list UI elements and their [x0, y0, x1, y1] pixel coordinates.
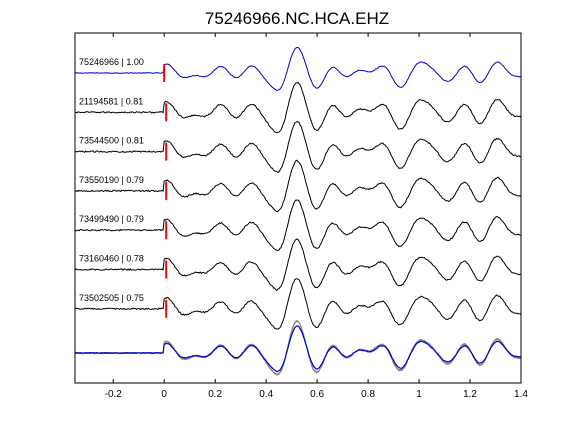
trace-75246966	[74, 47, 522, 92]
overlay-trace-73550190	[74, 320, 522, 376]
trace-label-21194581: 21194581 | 0.81	[79, 96, 143, 106]
overlay-trace-73499490	[74, 320, 522, 375]
trace-73499490	[74, 199, 522, 251]
overlay-trace-75246966	[74, 325, 522, 373]
x-tick-label: 0.6	[310, 389, 324, 400]
trace-label-73499490: 73499490 | 0.79	[79, 214, 144, 224]
trace-label-73502505: 73502505 | 0.75	[79, 293, 144, 303]
x-tick-label: 0.8	[361, 389, 375, 400]
trace-labels-layer: 75246966 | 1.00 21194581 | 0.81 73544500 |…	[79, 57, 144, 303]
axes-frame	[74, 32, 522, 384]
overlay-trace-21194581	[74, 320, 522, 375]
x-tick-label: 1.4	[514, 389, 528, 400]
trace-73550190	[74, 159, 522, 213]
trace-label-73544500: 73544500 | 0.81	[79, 136, 144, 146]
trace-21194581	[74, 81, 522, 134]
trace-label-75246966: 75246966 | 1.00	[79, 57, 144, 67]
x-tick-label: 1	[416, 389, 422, 400]
trace-label-73550190: 73550190 | 0.79	[79, 175, 144, 185]
trace-73160460	[74, 238, 522, 292]
trace-label-73160460: 73160460 | 0.78	[79, 254, 144, 264]
trace-73502505	[74, 278, 522, 330]
overlay-trace-73544500	[74, 320, 522, 376]
overlay-trace-73160460	[74, 320, 522, 376]
x-tick-label: 0	[161, 389, 167, 400]
x-tick-label: 1.2	[463, 389, 477, 400]
overlay-trace-73502505	[74, 321, 522, 376]
pick-markers-layer	[163, 64, 168, 318]
overlay-panel	[74, 320, 522, 376]
x-tick-label: 0.2	[208, 389, 222, 400]
x-tick-label: 0.4	[259, 389, 273, 400]
x-axis: -0.2 0 0.2 0.4 0.6 0.8 1 1.2 1.4	[105, 33, 528, 400]
traces-layer	[74, 47, 522, 330]
chart-title: 75246966.NC.HCA.EHZ	[205, 9, 389, 28]
x-tick-label: -0.2	[105, 389, 123, 400]
trace-73544500	[74, 121, 522, 174]
